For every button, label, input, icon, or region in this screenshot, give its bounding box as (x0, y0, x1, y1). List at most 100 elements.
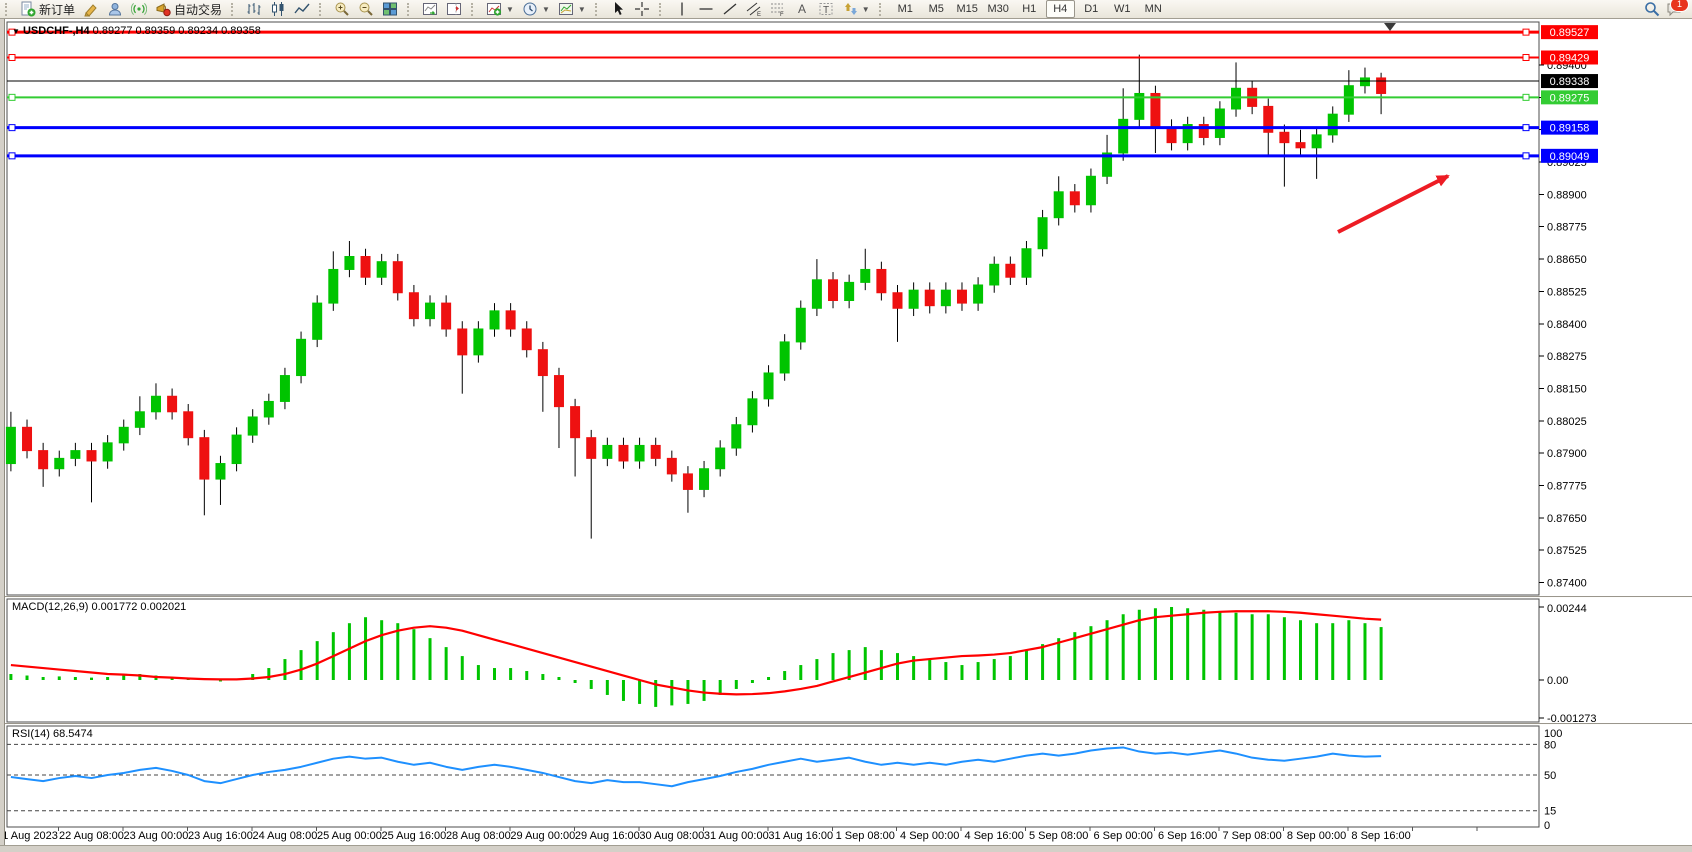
svg-text:5 Sep 08:00: 5 Sep 08:00 (1029, 830, 1088, 842)
crosshair-button[interactable] (630, 1, 654, 18)
new-order-icon (21, 1, 36, 17)
svg-text:0.87775: 0.87775 (1547, 481, 1587, 493)
svg-text:31 Aug 16:00: 31 Aug 16:00 (768, 830, 833, 842)
crayon-button[interactable] (79, 1, 103, 18)
fibonacci-tool-button[interactable]: F (766, 1, 790, 18)
clock-icon (523, 2, 537, 16)
tab-m15[interactable]: M15 (956, 3, 978, 15)
tab-m5[interactable]: M5 (928, 3, 944, 15)
zoom-out-button[interactable] (354, 1, 378, 18)
cursor-button[interactable] (606, 1, 630, 18)
hline-objects: 0.89527 0.89429 0.89275 0.89158 0.89049 0.893… (7, 25, 1598, 163)
hline-handle[interactable] (8, 93, 16, 101)
shapes-tool-button[interactable]: ▼ (838, 1, 874, 18)
notifications-button[interactable]: 1 (1666, 0, 1689, 17)
candle (570, 406, 581, 439)
chart-shift-button[interactable] (442, 1, 466, 18)
svg-text:0.88650: 0.88650 (1547, 254, 1587, 266)
candle (183, 411, 194, 439)
candle (5, 426, 16, 465)
hline-tool-button[interactable] (694, 1, 718, 18)
candle (763, 372, 774, 400)
new-order-button[interactable]: 新订单 (16, 1, 79, 18)
svg-text:28 Aug 08:00: 28 Aug 08:00 (446, 830, 511, 842)
equidistant-channel-icon: E (746, 2, 761, 17)
search-icon[interactable] (1644, 1, 1660, 17)
candle (940, 289, 951, 307)
svg-text:0.87650: 0.87650 (1547, 513, 1587, 525)
candle (425, 302, 436, 320)
candle (215, 463, 226, 480)
svg-text:25 Aug 16:00: 25 Aug 16:00 (381, 830, 446, 842)
hline-price-label (1541, 25, 1598, 40)
zoom-out-icon (359, 2, 373, 16)
tab-d1[interactable]: D1 (1084, 3, 1099, 15)
text-tool-button[interactable]: A (790, 1, 814, 18)
tab-mn[interactable]: MN (1144, 3, 1162, 15)
tile-windows-button[interactable] (378, 1, 402, 18)
svg-text:0.89158: 0.89158 (1550, 123, 1590, 135)
tab-m1[interactable]: M1 (897, 3, 913, 15)
hline-handle[interactable] (8, 152, 16, 160)
chart-shift-marker[interactable] (1384, 23, 1396, 31)
tab-h4[interactable]: H4 (1045, 0, 1075, 18)
profile-button[interactable] (103, 1, 127, 18)
horizontal-scrollbar[interactable] (0, 845, 1692, 852)
candle (779, 341, 790, 374)
hline-handle[interactable] (1522, 93, 1530, 101)
candle (150, 395, 161, 413)
hline-price-label (1541, 90, 1598, 105)
candle (586, 437, 597, 459)
candle (247, 416, 258, 436)
candle (1198, 124, 1209, 138)
svg-text:29 Aug 16:00: 29 Aug 16:00 (575, 830, 640, 842)
hline-price-label (1541, 148, 1598, 163)
macd-header: MACD(12,26,9) 0.001772 0.002021 (12, 601, 186, 613)
autotrade-icon (156, 3, 171, 17)
zoom-in-button[interactable] (330, 1, 354, 18)
hline-handle[interactable] (8, 124, 16, 132)
label-tool-button[interactable]: T (814, 1, 838, 18)
tab-h1[interactable]: H1 (1022, 3, 1037, 15)
auto-scroll-button[interactable] (418, 1, 442, 18)
channel-tool-button[interactable]: E (742, 1, 766, 18)
hline-handle[interactable] (1522, 53, 1530, 61)
hline-handle[interactable] (8, 53, 16, 61)
signal-button[interactable] (127, 1, 151, 18)
svg-text:25 Aug 00:00: 25 Aug 00:00 (317, 830, 382, 842)
toolbar-grip (594, 2, 602, 16)
hline-handle[interactable] (1522, 124, 1530, 132)
macd-values: 0.001772 0.002021 (91, 601, 187, 613)
arrow-annotation[interactable] (1337, 174, 1450, 234)
line-chart-button[interactable] (290, 1, 314, 18)
templates-button[interactable]: ▼ (554, 1, 590, 18)
svg-text:0.88150: 0.88150 (1547, 383, 1587, 395)
indicators-button[interactable]: ▼ (482, 1, 518, 18)
hline-handle[interactable] (1522, 28, 1530, 36)
trendline-icon (723, 3, 737, 15)
autotrade-button[interactable]: 自动交易 (151, 1, 226, 18)
candle (1343, 85, 1354, 115)
toolbar-grip (407, 2, 414, 16)
toolbar-grip (471, 2, 478, 16)
bar-chart-button[interactable] (242, 1, 266, 18)
svg-text:1 Sep 08:00: 1 Sep 08:00 (836, 830, 895, 842)
window-left-border (0, 18, 5, 851)
svg-text:21 Aug 2023: 21 Aug 2023 (0, 830, 58, 842)
rsi-name: RSI(14) (12, 728, 50, 740)
hline-handle[interactable] (1522, 152, 1530, 160)
hline-handle[interactable] (8, 28, 16, 36)
tab-m30[interactable]: M30 (987, 3, 1009, 15)
trendline-tool-button[interactable] (718, 1, 742, 18)
candle (1279, 131, 1290, 144)
candle (328, 268, 339, 304)
candle (54, 457, 65, 470)
candle (747, 398, 758, 426)
periods-button[interactable]: ▼ (518, 1, 554, 18)
vline-tool-button[interactable] (670, 1, 694, 18)
toolbar: 新订单 自动交易 (0, 0, 1692, 19)
candle (1231, 87, 1242, 110)
tab-w1[interactable]: W1 (1113, 3, 1131, 15)
svg-text:F: F (780, 12, 784, 17)
candlestick-chart-button[interactable] (266, 1, 290, 18)
